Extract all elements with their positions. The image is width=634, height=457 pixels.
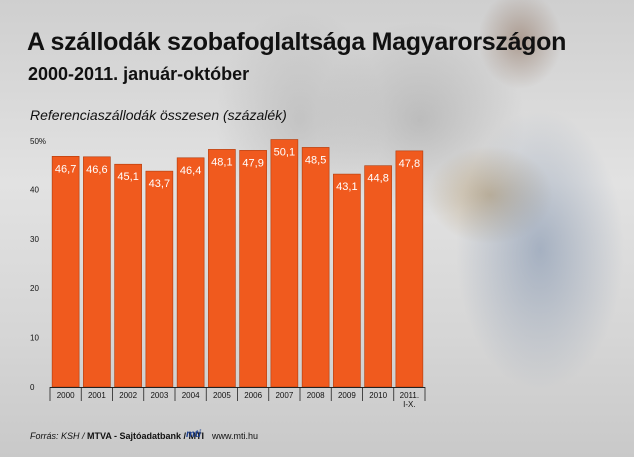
y-tick-label: 30 (30, 235, 39, 244)
x-tick-label: 2008 (307, 391, 325, 400)
bar-value-label: 43,7 (149, 178, 170, 190)
x-tick-label: 2011. (400, 391, 419, 400)
y-tick-label: 0 (30, 383, 35, 392)
bar-value-label: 46,7 (55, 163, 76, 175)
y-axis-label: Referenciaszállodák összesen (százalék) (30, 107, 287, 123)
bar-value-label: 46,4 (180, 165, 201, 177)
x-tick-label: I-X. (403, 400, 415, 409)
x-tick-label: 2010 (369, 391, 387, 400)
bar-value-label: 48,5 (305, 154, 326, 166)
bar (114, 163, 142, 388)
source-text: Forrás: KSH / (30, 431, 88, 441)
bar-value-label: 50,1 (274, 147, 295, 159)
bar (208, 149, 236, 388)
x-tick-label: 2001 (88, 391, 106, 400)
bar (83, 156, 111, 388)
mti-logo: mti (186, 429, 201, 440)
y-tick-label: 40 (30, 185, 39, 194)
bar (364, 165, 392, 388)
bar-value-label: 48,1 (211, 156, 232, 168)
x-tick-label: 2003 (150, 391, 168, 400)
bar-value-label: 44,8 (367, 173, 388, 185)
chart-title: A szállodák szobafoglaltsága Magyarorszá… (27, 28, 567, 56)
website-url: www.mti.hu (212, 431, 259, 441)
bar-value-label: 43,1 (336, 181, 357, 193)
bar (145, 170, 174, 388)
x-tick-label: 2007 (275, 391, 293, 400)
source-note: Forrás: KSH / MTVA - Sajtóadatbank / MTI (30, 431, 204, 441)
x-tick-label: 2009 (338, 391, 356, 400)
bar (301, 147, 330, 388)
bar (395, 150, 424, 388)
x-tick-label: 2002 (119, 391, 137, 400)
x-tick-label: 2005 (213, 391, 231, 400)
bar (239, 150, 267, 388)
y-tick-label: 10 (30, 334, 39, 343)
bar (333, 173, 361, 388)
bar-value-label: 45,1 (117, 171, 138, 183)
bar-value-label: 46,6 (86, 164, 107, 176)
bar (176, 157, 205, 388)
x-tick-label: 2004 (182, 391, 200, 400)
y-tick-label: 20 (30, 284, 39, 293)
chart-subtitle: 2000-2011. január-október (28, 64, 250, 84)
bar-value-label: 47,9 (242, 157, 263, 169)
x-tick-label: 2000 (57, 391, 75, 400)
y-tick-label: 50% (30, 137, 46, 146)
bar (270, 139, 299, 388)
bar-value-label: 47,8 (399, 158, 420, 170)
agency-text: MTVA - Sajtóadatbank / MTI (87, 431, 205, 441)
bar (51, 156, 80, 388)
x-tick-label: 2006 (244, 391, 262, 400)
